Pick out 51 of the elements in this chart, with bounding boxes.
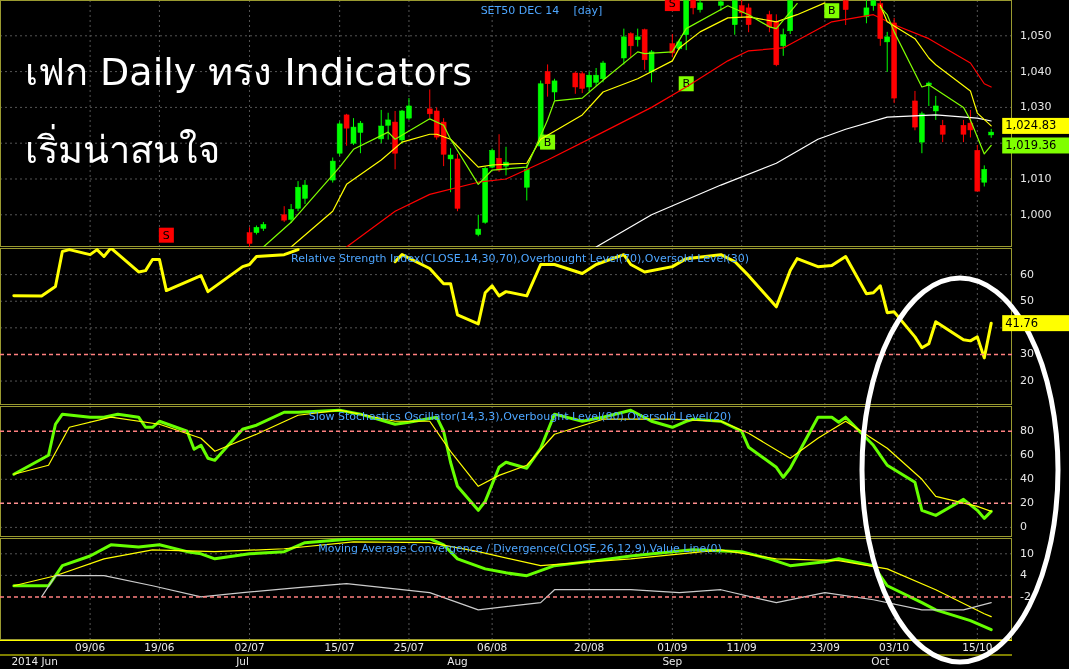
line-series — [595, 114, 992, 247]
point: B — [824, 3, 840, 19]
annotation: 1,019.36 — [1005, 137, 1057, 152]
y-tick-label: -2 — [1020, 589, 1031, 603]
annotation: 41.76 — [1005, 315, 1039, 330]
annotation: 1,024.83 — [1005, 118, 1057, 133]
line-series — [13, 541, 992, 618]
x-tick-label: 11/09 — [726, 641, 757, 653]
series-label: B — [543, 135, 552, 149]
y-tick-label: 60 — [1020, 267, 1034, 281]
y-tick-label: 20 — [1020, 496, 1034, 510]
y-tick-label: 50 — [1020, 294, 1034, 308]
x2-tick-label: Oct — [871, 655, 890, 667]
x-tick-label: 15/07 — [324, 641, 355, 653]
y-tick-label: 40 — [1020, 472, 1034, 486]
x-tick-label: 02/07 — [234, 641, 265, 653]
annotation: เฟก Daily ทรง Indicators — [25, 50, 473, 94]
x-tick-label: 23/09 — [809, 641, 840, 653]
x-tick-label: 15/10 — [962, 641, 993, 653]
y-tick-label: 4 — [1020, 568, 1027, 582]
x-tick-label: 25/07 — [393, 641, 425, 653]
y-tick-label: 1,050 — [1020, 28, 1052, 42]
y-tick-label: 1,030 — [1020, 100, 1052, 114]
line-series — [393, 253, 993, 360]
x-tick-label: 19/06 — [144, 641, 175, 653]
chart-subtitle: [day] — [573, 4, 603, 17]
y-tick-label: 0 — [1020, 520, 1027, 534]
chart-title: SET50 DEC 14 — [480, 4, 560, 17]
value-label: 41.76 — [1002, 315, 1069, 332]
x2-tick-label: Aug — [447, 655, 468, 667]
y-tick-label: 30 — [1020, 347, 1034, 361]
y-tick-label: 1,040 — [1020, 64, 1052, 78]
y-tick-label: 60 — [1020, 448, 1034, 462]
line-series — [40, 575, 992, 611]
y-tick-label: 80 — [1020, 424, 1034, 438]
y-tick-label: 20 — [1020, 374, 1034, 388]
x-tick-label: 03/10 — [879, 641, 910, 653]
x-tick-label: 01/09 — [657, 641, 688, 653]
y-tick-label: 10 — [1020, 546, 1034, 560]
series-label: S — [162, 228, 170, 242]
y-tick-label: 1,010 — [1020, 171, 1052, 185]
x2-tick-label: 2014 Jun — [11, 655, 58, 667]
x-tick-label: 20/08 — [574, 641, 605, 653]
x-tick-label: 09/06 — [74, 641, 106, 653]
x2-tick-label: Jul — [235, 655, 249, 667]
annotation: เริ่มน่าสนใจ — [25, 124, 220, 172]
x-tick-label: 06/08 — [477, 641, 508, 653]
value-label: 1,019.36 — [1002, 137, 1069, 154]
y-tick-label: 1,000 — [1020, 207, 1052, 221]
line-series — [879, 4, 992, 127]
x2-tick-label: Sep — [662, 655, 683, 667]
